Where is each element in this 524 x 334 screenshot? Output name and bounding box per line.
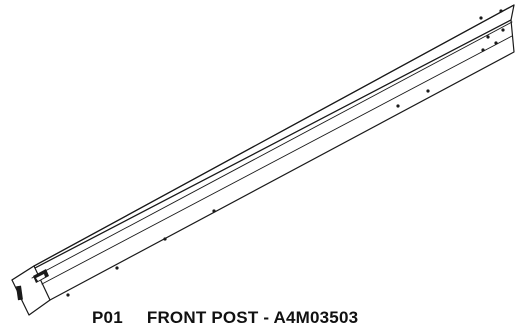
mounting-hole <box>212 209 216 213</box>
label-plate <box>33 269 49 283</box>
mounting-hole <box>115 266 119 270</box>
post-end-face <box>11 265 51 316</box>
mounting-hole <box>396 104 400 108</box>
mounting-hole <box>486 35 490 39</box>
mounting-hole <box>481 48 485 52</box>
mounting-hole <box>479 16 483 20</box>
end-bracket <box>16 285 23 301</box>
post-bend-line <box>41 35 513 285</box>
post-side-face <box>11 19 515 301</box>
mounting-hole <box>66 293 70 297</box>
part-title: FRONT POST - A4M03503 <box>146 308 359 327</box>
mounting-hole <box>426 89 430 93</box>
post-top-edge <box>33 4 515 267</box>
part-caption: P01 FRONT POST - A4M03503 <box>92 305 358 331</box>
mounting-hole <box>494 41 498 45</box>
mounting-hole <box>501 28 505 32</box>
mounting-hole <box>499 9 503 13</box>
part-id: P01 <box>92 308 123 327</box>
mounting-hole <box>163 237 167 241</box>
post-bend-line <box>31 21 513 279</box>
